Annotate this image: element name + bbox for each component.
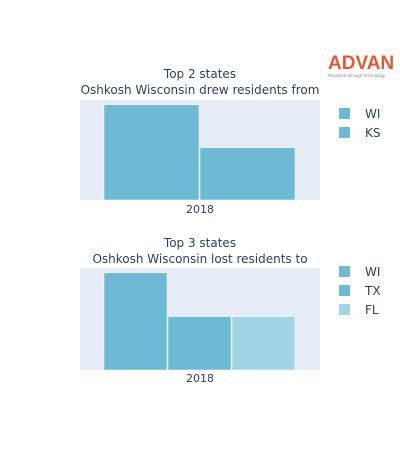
advan-logo: ADVAN Research through Technology — [328, 53, 394, 78]
chart1-title: Top 2 states — [163, 67, 236, 81]
chart2-legend-swatch-fl — [339, 304, 350, 315]
chart2-legend-swatch-tx — [339, 285, 350, 296]
chart2-legend-label-tx: TX — [364, 284, 381, 298]
chart2-legend-swatch-wi — [339, 266, 350, 277]
chart1-bar-ks — [199, 147, 296, 201]
chart1-legend-label-wi: WI — [365, 107, 380, 121]
chart2-bar-fl — [231, 316, 296, 371]
chart2-legend-label-wi: WI — [365, 265, 380, 279]
chart2-legend-label-fl: FL — [365, 303, 379, 317]
chart1-bar-wi — [103, 104, 200, 201]
chart2-bar-wi — [103, 272, 168, 371]
chart2-x-tick-label: 2018 — [186, 372, 214, 385]
chart1-legend-swatch-ks — [339, 127, 350, 138]
chart1-x-tick-label: 2018 — [186, 203, 214, 216]
chart1-legend-label-ks: KS — [365, 126, 381, 140]
logo-tagline: Research through Technology — [328, 73, 386, 78]
chart2-bar-tx — [167, 316, 232, 371]
chart1-legend-swatch-wi — [339, 108, 350, 119]
logo-wordmark: ADVAN — [328, 53, 394, 74]
chart2-title: Top 3 states — [163, 236, 236, 250]
chart1-subtitle: Oshkosh Wisconsin drew residents from — [81, 83, 320, 97]
chart2-subtitle: Oshkosh Wisconsin lost residents to — [92, 252, 307, 266]
